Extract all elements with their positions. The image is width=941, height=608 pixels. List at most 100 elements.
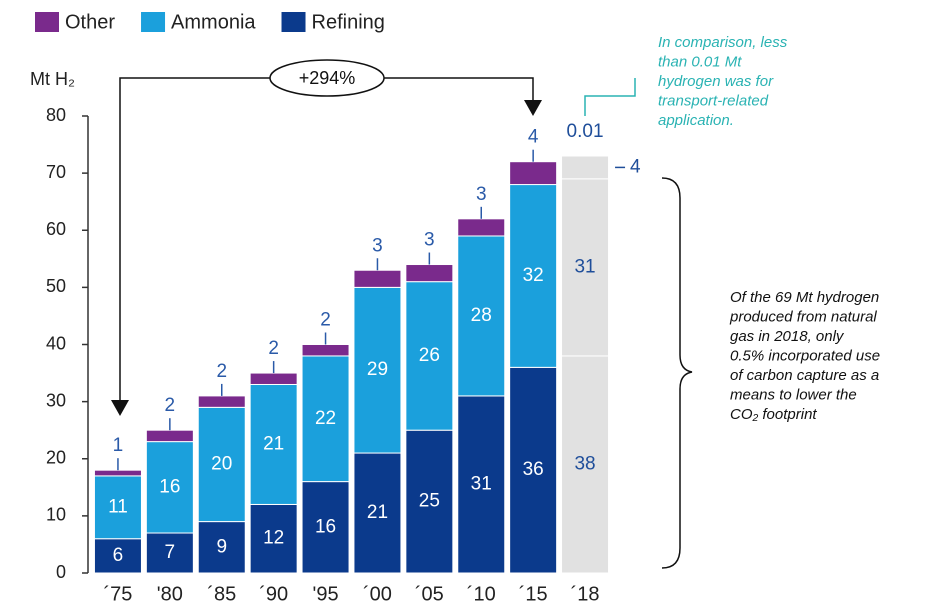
note-line: 0.5% incorporated use bbox=[730, 347, 880, 364]
bar-segment bbox=[145, 429, 194, 443]
y-tick-label: 40 bbox=[46, 333, 66, 353]
bar-segment bbox=[301, 481, 350, 574]
gas-note: Of the 69 Mt hydrogen produced from natur… bbox=[729, 289, 880, 423]
bar-segment bbox=[353, 452, 402, 574]
data-label: 1 bbox=[113, 435, 124, 456]
x-tick-label: '80 bbox=[157, 583, 183, 605]
data-label: 16 bbox=[159, 476, 180, 497]
y-tick-label: 20 bbox=[46, 448, 66, 468]
data-label: 16 bbox=[315, 516, 336, 537]
note-line: application. bbox=[658, 112, 734, 129]
growth-label: +294% bbox=[299, 68, 356, 88]
y-tick-label: 70 bbox=[46, 162, 66, 182]
note-line: hydrogen was for bbox=[658, 73, 774, 90]
data-label: 21 bbox=[367, 502, 388, 523]
bar-segment bbox=[353, 286, 402, 454]
data-label: 3 bbox=[476, 184, 487, 205]
data-label: 32 bbox=[523, 265, 544, 286]
legend-swatch bbox=[141, 12, 166, 32]
x-tick-label: ´15 bbox=[519, 583, 548, 605]
note-line: than 0.01 Mt bbox=[658, 53, 742, 70]
data-label: 2 bbox=[165, 395, 176, 416]
data-label: 2 bbox=[268, 338, 279, 359]
data-label: 38 bbox=[574, 453, 595, 474]
legend-label: Ammonia bbox=[171, 11, 256, 33]
data-label: 2 bbox=[320, 310, 331, 331]
note-line: of carbon capture as a bbox=[730, 367, 879, 384]
y-axis-label: Mt H₂ bbox=[30, 69, 75, 89]
x-tick-label: ´90 bbox=[259, 583, 288, 605]
data-label: 20 bbox=[211, 453, 232, 474]
y-tick-label: 30 bbox=[46, 390, 66, 410]
note-line: means to lower the bbox=[730, 386, 857, 403]
data-label: 31 bbox=[574, 256, 595, 277]
x-tick-label: ´18 bbox=[571, 583, 600, 605]
y-tick-label: 10 bbox=[46, 505, 66, 525]
data-label: 36 bbox=[523, 459, 544, 480]
bar-segment bbox=[93, 469, 142, 477]
bar-segment bbox=[509, 366, 558, 574]
data-label: 28 bbox=[471, 305, 492, 326]
bar-segment bbox=[249, 372, 298, 385]
data-label: 4 bbox=[630, 156, 641, 177]
data-label: 11 bbox=[108, 496, 128, 517]
note-connector bbox=[584, 78, 636, 116]
x-tick-label: ´85 bbox=[207, 583, 236, 605]
bar-segment bbox=[457, 395, 506, 574]
legend-label: Refining bbox=[312, 11, 385, 33]
brace bbox=[661, 177, 693, 569]
bar-segment bbox=[145, 441, 194, 534]
y-tick-label: 0 bbox=[56, 562, 66, 582]
arrow-head bbox=[524, 100, 542, 116]
arrow-head bbox=[111, 400, 129, 416]
note-line: produced from natural bbox=[729, 308, 877, 325]
x-tick-label: ´05 bbox=[415, 583, 444, 605]
bar-segment bbox=[509, 184, 558, 368]
bar-segment bbox=[561, 155, 610, 180]
bar-segment bbox=[457, 235, 506, 397]
data-label: 25 bbox=[419, 491, 440, 512]
growth-arrow bbox=[119, 59, 534, 400]
bar-segment bbox=[145, 532, 194, 574]
x-tick-label: ´00 bbox=[363, 583, 392, 605]
data-label: 22 bbox=[315, 408, 336, 429]
data-label: 9 bbox=[216, 536, 227, 557]
legend-swatch bbox=[281, 12, 306, 32]
note-line: CO₂ footprint bbox=[730, 406, 817, 423]
bar-segment bbox=[509, 161, 558, 186]
legend-label: Other bbox=[65, 11, 115, 33]
transport-label: 0.01 bbox=[567, 121, 604, 142]
bar-segment bbox=[93, 538, 142, 574]
bar-segment bbox=[197, 395, 246, 408]
data-label: 29 bbox=[367, 359, 388, 380]
data-label: 21 bbox=[263, 433, 284, 454]
x-tick-label: ´10 bbox=[467, 583, 496, 605]
bar-segment bbox=[405, 429, 454, 574]
y-tick-label: 50 bbox=[46, 276, 66, 296]
data-label: 7 bbox=[165, 542, 176, 563]
data-label: 2 bbox=[216, 361, 227, 382]
legend-swatch bbox=[35, 12, 59, 32]
data-label: 26 bbox=[419, 345, 440, 366]
x-tick-label: ´75 bbox=[103, 583, 132, 605]
bar-segment bbox=[405, 264, 454, 283]
note-line: transport-related bbox=[658, 92, 769, 109]
note-line: Of the 69 Mt hydrogen bbox=[730, 289, 879, 306]
bar-segment bbox=[561, 355, 610, 574]
note-line: In comparison, less bbox=[658, 34, 788, 51]
data-label: 31 bbox=[471, 473, 492, 494]
note-line: gas in 2018, only bbox=[730, 328, 845, 345]
bar-segment bbox=[561, 178, 610, 357]
bar-segment bbox=[457, 218, 506, 237]
data-label: 6 bbox=[113, 545, 124, 566]
bar-segment bbox=[249, 503, 298, 574]
x-tick-label: '95 bbox=[313, 583, 339, 605]
data-label: 3 bbox=[424, 230, 435, 251]
data-label: 3 bbox=[372, 235, 383, 256]
y-tick-label: 80 bbox=[46, 105, 66, 125]
data-label: 4 bbox=[528, 127, 539, 148]
bar-segment bbox=[301, 344, 350, 357]
y-tick-label: 60 bbox=[46, 219, 66, 239]
transport-note: In comparison, less than 0.01 Mt hydrogen … bbox=[658, 34, 788, 129]
